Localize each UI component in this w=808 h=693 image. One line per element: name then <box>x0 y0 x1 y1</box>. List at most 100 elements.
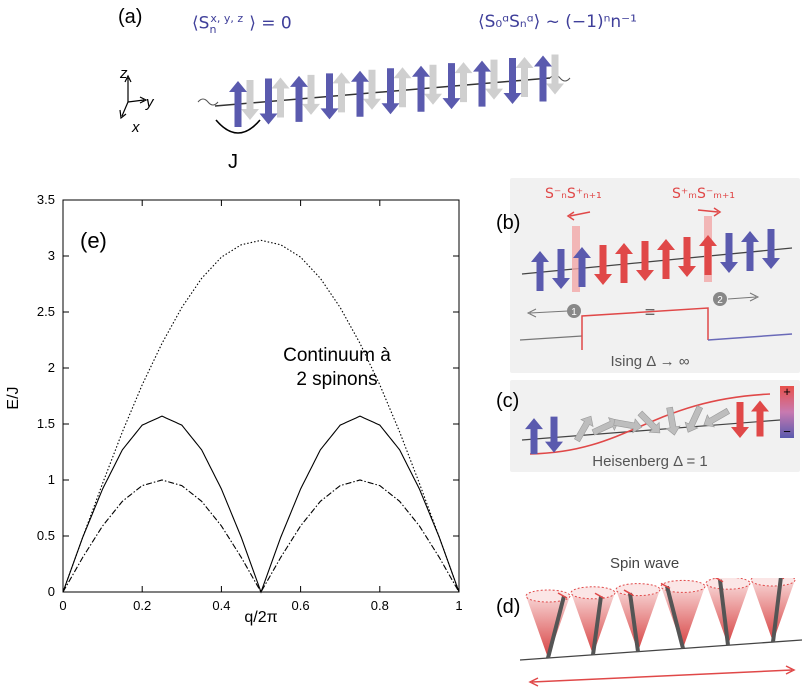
precession-cone-icon <box>615 583 661 652</box>
eq-left-sub: n <box>209 23 217 37</box>
precession-cones <box>525 578 796 659</box>
spin-arrow-icon <box>657 239 675 279</box>
series-group <box>62 239 460 594</box>
continuum-annotation: Continuum à 2 spinons <box>262 344 412 392</box>
spin-arrow-icon <box>525 418 543 455</box>
spin-arrows-a <box>229 54 564 127</box>
spin-arrow-icon <box>552 249 570 289</box>
op-left: S⁻ₙS⁺ₙ₊₁ <box>545 186 602 202</box>
color-scale-bar <box>780 386 794 438</box>
axis-z-label: z <box>119 65 128 82</box>
scale-plus: + <box>783 384 791 399</box>
precession-cone-icon <box>660 579 706 649</box>
spin-arrow-icon <box>762 229 780 269</box>
panel-b-label: (b) <box>496 212 521 234</box>
ghost-spin-icon <box>302 74 320 115</box>
spin-arrow-icon <box>320 73 339 120</box>
panel-c-caption: Heisenberg Δ = 1 <box>592 453 708 470</box>
panel-a-equation-left: ⟨Snx, y, z ⟩ = 0 <box>192 12 292 36</box>
panel-d-diagram <box>519 578 803 687</box>
precession-cone-icon <box>705 578 751 646</box>
precession-cone-icon <box>570 586 616 656</box>
y-tick-label: 1.5 <box>37 416 55 431</box>
spin-arrow-icon <box>545 416 563 453</box>
panel-d-title: Spin wave <box>610 555 680 572</box>
magnetization-profile <box>529 393 771 455</box>
spin-arrow-icon <box>290 75 308 122</box>
eq-left-sup: x, y, z <box>210 12 244 25</box>
spin-arrow-icon <box>229 81 247 127</box>
x-tick-label: 0 <box>59 598 66 613</box>
spin-arrow-icon <box>594 245 612 285</box>
ghost-spin-icon <box>424 64 442 105</box>
spin-arrow-icon <box>412 65 430 112</box>
spin-arrow-icon <box>351 70 369 117</box>
x-tick-label: 1 <box>455 598 462 613</box>
panel-a-spin-chain: z y x J <box>119 54 571 173</box>
tick-group: 0 0.2 0.4 0.6 0.8 1 0 0.5 1 1.5 2 2.5 3 3.5 <box>37 192 463 613</box>
annotation-line-2: 2 spinons <box>296 369 378 390</box>
spin-arrows-b <box>531 229 780 291</box>
y-axis-label: E/J <box>5 386 22 409</box>
y-tick-label: 0.5 <box>37 528 55 543</box>
marker-2-icon <box>713 292 727 306</box>
rotating-spin-icon <box>703 407 731 428</box>
spin-arrow-icon <box>573 247 591 287</box>
wavelength-arrow <box>531 669 793 683</box>
spin-arrow-icon <box>534 55 552 102</box>
spin-arrow-icon <box>731 402 749 439</box>
x-tick-label: 0.4 <box>212 598 230 613</box>
marker-1-text: 1 <box>571 307 577 318</box>
spin-arrow-icon <box>615 243 633 283</box>
precession-cone-icon <box>525 589 571 659</box>
eq-left-bracket: ⟨S <box>192 13 210 34</box>
marker-1-icon <box>567 304 581 318</box>
plot-frame <box>62 199 460 593</box>
annotation-line-1: Continuum à <box>283 345 391 366</box>
y-tick-label: 2 <box>48 360 55 375</box>
panel-b-caption: Ising Δ → ∞ <box>610 353 689 370</box>
spin-arrow-icon <box>699 235 717 275</box>
ghost-spin-icon <box>241 80 259 120</box>
series-dashdot <box>62 479 460 594</box>
coupling-bracket <box>215 119 261 134</box>
spin-arrow-icon <box>259 78 278 125</box>
rotating-spin-icon <box>637 410 661 434</box>
ghost-spin-icon <box>332 72 351 113</box>
spin-arrow-icon <box>720 233 738 273</box>
spin-arrow-icon <box>442 63 461 110</box>
spin-arrow-icon <box>531 251 549 291</box>
ghost-spin-icon <box>393 67 412 108</box>
ghost-spin-icon <box>363 69 381 110</box>
y-tick-label: 3 <box>48 248 55 263</box>
spin-arrow-icon <box>678 237 696 277</box>
dispersion-chart: 0 0.2 0.4 0.6 0.8 1 0 0.5 1 1.5 2 2.5 3 3.5 q/2π E/J <box>5 192 463 626</box>
ghost-spin-icon <box>454 62 473 103</box>
panel-c-diagram: + − Heisenberg Δ = 1 <box>521 384 794 470</box>
rotating-spin-icon <box>573 415 594 443</box>
panel-a-label: (a) <box>118 6 143 28</box>
series-dotted <box>62 239 460 593</box>
axis-y-label: y <box>145 94 155 111</box>
x-tick-label: 0.2 <box>133 598 151 613</box>
coupling-label: J <box>228 151 238 173</box>
panel-d-label: (d) <box>496 596 521 618</box>
panel-e-label: (e) <box>80 228 107 253</box>
panel-a-equation-right: ⟨S₀ᵅSₙᵅ⟩ ~ (−1)ⁿn⁻¹ <box>478 12 637 32</box>
ghost-spin-icon <box>515 57 534 98</box>
x-tick-label: 0.8 <box>371 598 389 613</box>
ghost-spin-icon <box>546 54 564 95</box>
y-tick-label: 1 <box>48 472 55 487</box>
op-right: S⁺ₘS⁻ₘ₊₁ <box>672 186 735 202</box>
spin-arrow-icon <box>473 60 491 107</box>
spin-arrows-c <box>525 400 769 455</box>
series-solid <box>62 415 460 594</box>
spin-arrow-icon <box>636 241 654 281</box>
ghost-spin-icon <box>485 59 503 100</box>
ghost-spin-icon <box>271 77 290 118</box>
eq-left-tail: ⟩ = 0 <box>249 13 292 34</box>
rotating-spin-icon <box>591 417 620 436</box>
spin-arrow-icon <box>381 68 400 115</box>
x-tick-label: 0.6 <box>292 598 310 613</box>
axis-x-label: x <box>131 119 140 136</box>
